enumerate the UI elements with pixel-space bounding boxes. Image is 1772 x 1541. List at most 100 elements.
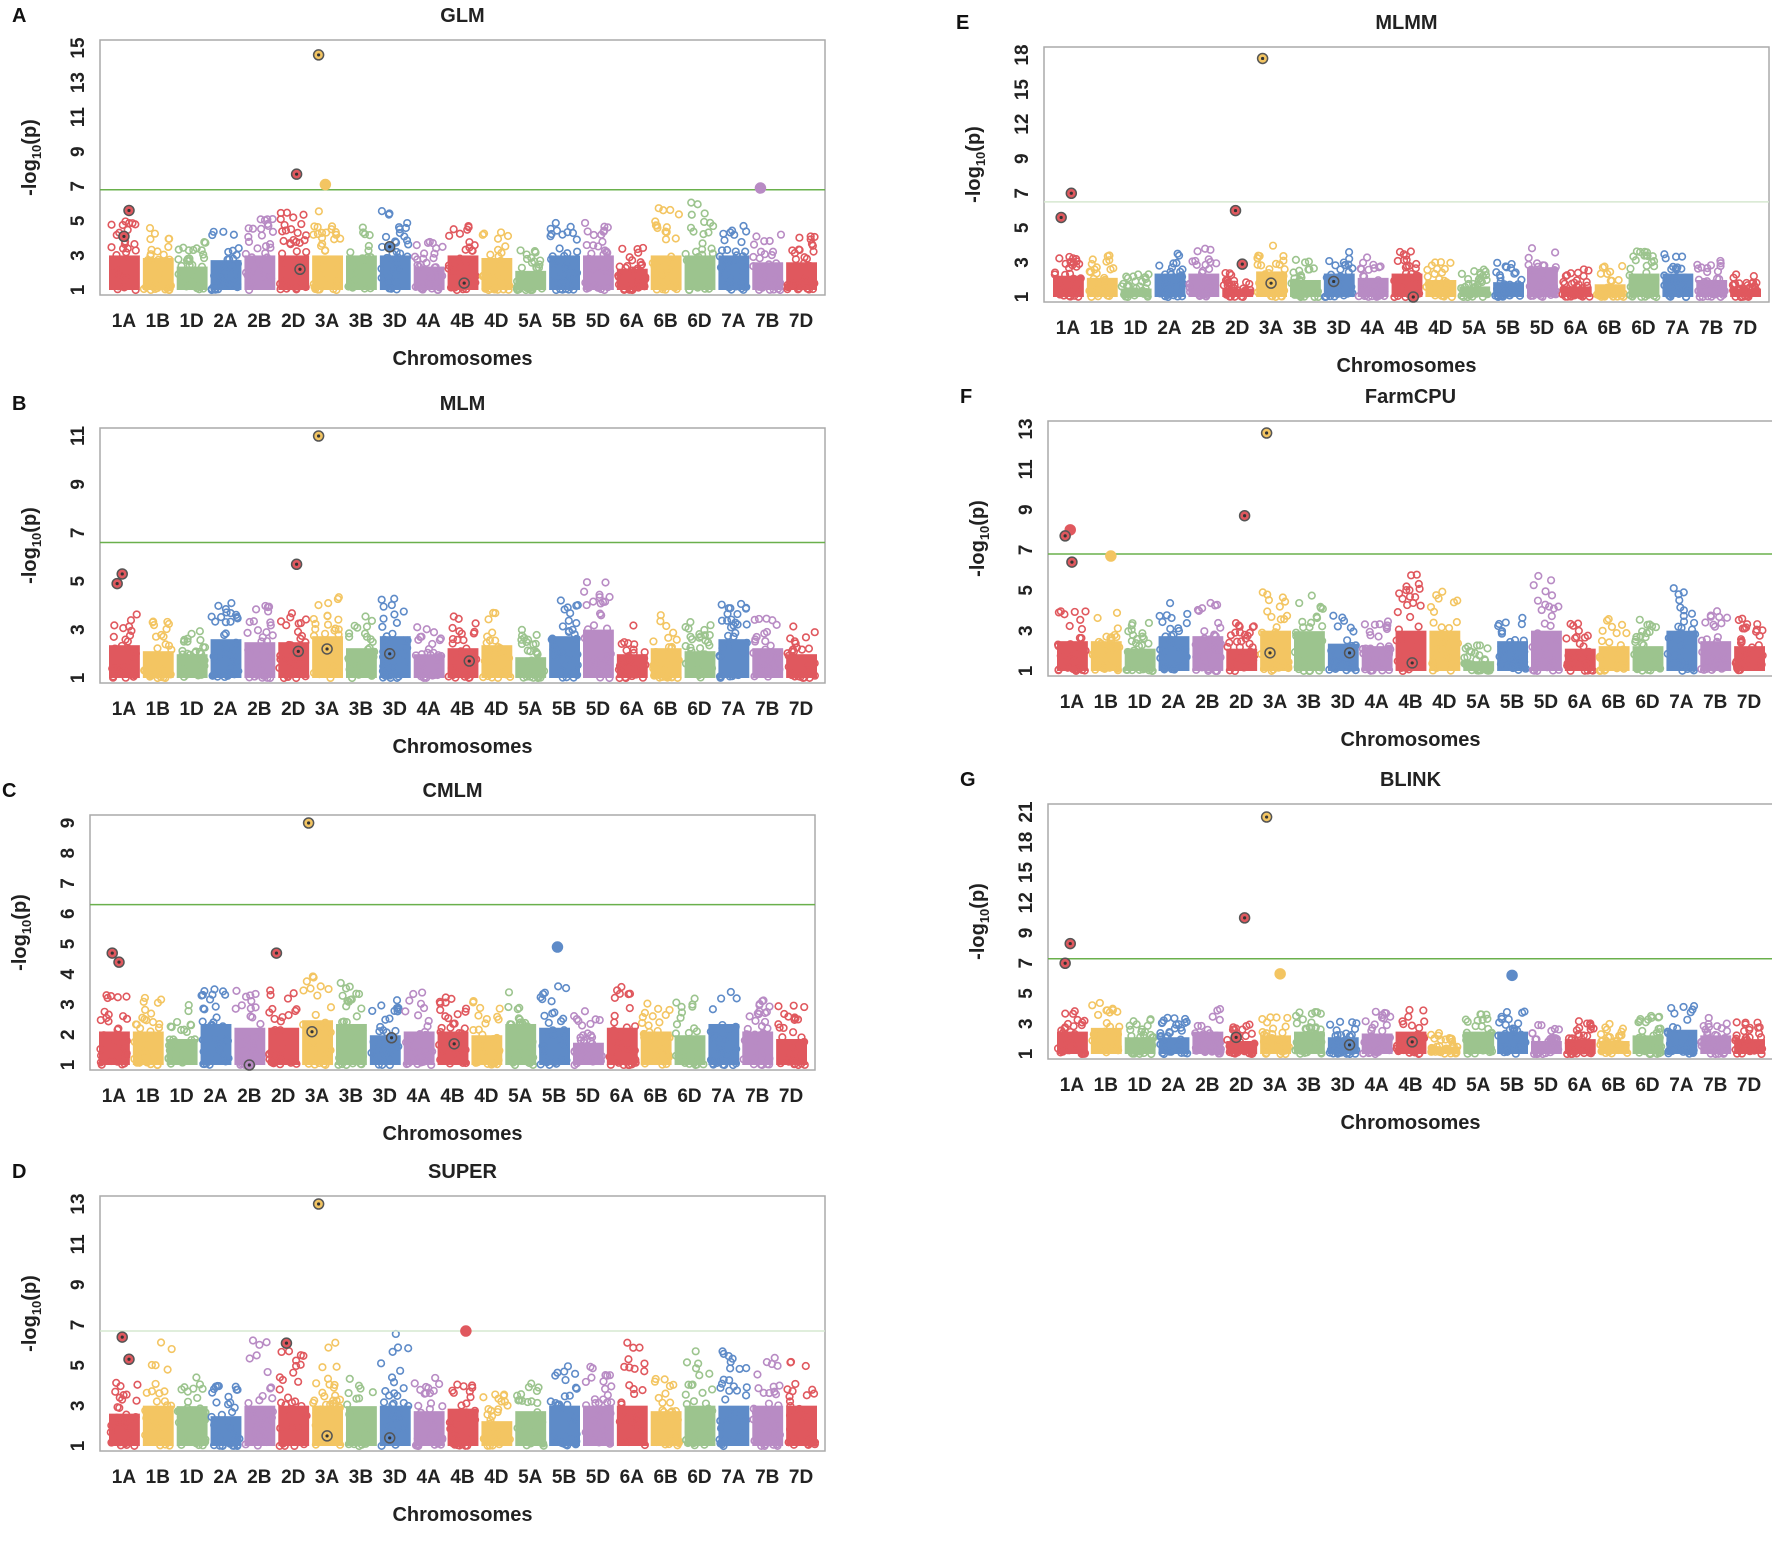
snp-marker-dot <box>1070 561 1073 564</box>
snp-marker-dot <box>121 1336 124 1339</box>
x-tick-label: 4D <box>484 311 508 332</box>
x-tick-label: 1B <box>146 699 170 720</box>
x-axis-label: Chromosomes <box>1336 355 1476 377</box>
snp-marker-dot <box>317 53 320 56</box>
snp-marker-dot <box>1348 651 1351 654</box>
x-tick-label: 2A <box>203 1086 228 1107</box>
x-tick-label: 3D <box>1327 318 1351 339</box>
y-tick-label: 5 <box>1016 585 1037 596</box>
y-tick-label: 7 <box>1016 545 1037 556</box>
snp-marker-dot <box>388 1436 391 1439</box>
x-tick-label: 2A <box>213 311 238 332</box>
x-tick-label: 2A <box>1157 318 1182 339</box>
y-tick-label: 15 <box>1016 862 1037 884</box>
snp-marker-dot <box>116 582 119 585</box>
snp-marker-dot <box>1411 661 1414 664</box>
x-tick-label: 3B <box>349 699 373 720</box>
x-tick-label: 5A <box>508 1086 533 1107</box>
y-tick-label: 11 <box>1016 459 1037 480</box>
y-tick-label: 1 <box>1016 665 1037 676</box>
y-tick-label: 9 <box>1016 504 1037 515</box>
y-tick-label: 21 <box>1016 801 1037 823</box>
y-tick-label: 7 <box>68 1320 89 1331</box>
x-tick-label: 5A <box>518 699 543 720</box>
snp-marker-dot <box>1241 263 1244 266</box>
x-tick-label: 5D <box>586 699 610 720</box>
x-tick-label: 2D <box>1225 318 1249 339</box>
y-tick-label: 11 <box>68 426 89 447</box>
snp-marker-dot <box>390 1036 393 1039</box>
x-tick-label: 4B <box>450 699 474 720</box>
snp-marker-dot <box>307 821 310 824</box>
significant-snp <box>320 180 330 190</box>
y-tick-label: 5 <box>1016 988 1037 999</box>
chromosome-1D-points <box>1118 271 1151 300</box>
x-tick-label: 2B <box>247 1467 271 1488</box>
x-tick-label: 2A <box>213 1467 238 1488</box>
y-tick-label: 5 <box>68 215 89 226</box>
panel-letter: C <box>2 780 16 802</box>
x-tick-label: 7D <box>789 1467 813 1488</box>
snp-marker-dot <box>297 650 300 653</box>
x-tick-label: 7A <box>711 1086 736 1107</box>
x-tick-label: 5B <box>1500 692 1524 713</box>
x-tick-label: 1D <box>169 1086 193 1107</box>
x-tick-label: 1D <box>179 1467 203 1488</box>
x-tick-label: 7A <box>721 1467 746 1488</box>
y-tick-label: 1 <box>58 1059 79 1070</box>
x-tick-label: 2A <box>213 699 238 720</box>
x-tick-label: 6D <box>1635 692 1659 713</box>
x-tick-label: 6A <box>610 1086 635 1107</box>
snp-marker-dot <box>1332 280 1335 283</box>
x-tick-label: 6B <box>653 699 677 720</box>
x-tick-label: 1D <box>1127 1075 1151 1096</box>
x-tick-label: 7D <box>789 311 813 332</box>
x-tick-label: 3A <box>305 1086 330 1107</box>
x-tick-label: 2B <box>247 311 271 332</box>
snp-marker-dot <box>295 173 298 176</box>
y-tick-label: 3 <box>58 999 79 1010</box>
x-tick-label: 1A <box>1056 318 1081 339</box>
y-tick-label: 5 <box>68 1360 89 1371</box>
snp-marker-dot <box>298 268 301 271</box>
x-tick-label: 3D <box>373 1086 397 1107</box>
y-tick-label: 6 <box>58 908 79 919</box>
y-tick-label: 9 <box>68 146 89 157</box>
snp-marker-dot <box>388 245 391 248</box>
x-tick-label: 5B <box>1496 318 1520 339</box>
x-tick-label: 1B <box>1090 318 1114 339</box>
y-axis-label: -log10(p) <box>19 119 44 196</box>
significant-snp <box>1106 551 1116 561</box>
x-tick-label: 3D <box>383 311 407 332</box>
plot-area <box>100 428 825 683</box>
y-tick-label: 5 <box>68 575 89 586</box>
panel-letter: F <box>960 386 972 408</box>
y-tick-label: 1 <box>1012 291 1033 302</box>
panel-letter: D <box>12 1161 26 1183</box>
x-tick-label: 3B <box>1293 318 1317 339</box>
y-tick-label: 18 <box>1016 832 1037 853</box>
plot-area <box>1048 804 1772 1059</box>
x-tick-label: 6D <box>1631 318 1655 339</box>
x-tick-label: 4B <box>450 311 474 332</box>
y-tick-label: 12 <box>1012 114 1033 135</box>
y-tick-label: 18 <box>1012 44 1033 65</box>
x-tick-label: 4A <box>406 1086 431 1107</box>
significant-snp <box>755 183 765 193</box>
x-tick-label: 2D <box>281 311 305 332</box>
y-tick-label: 1 <box>68 1440 89 1451</box>
chart-title: FarmCPU <box>1365 386 1456 408</box>
x-axis-label: Chromosomes <box>382 1123 522 1145</box>
y-tick-label: 1 <box>68 672 89 683</box>
panel-letter: A <box>12 5 26 27</box>
x-tick-label: 5A <box>518 1467 543 1488</box>
x-tick-label: 7D <box>1733 318 1757 339</box>
x-tick-label: 5D <box>1534 692 1558 713</box>
snp-marker-dot <box>117 961 120 964</box>
